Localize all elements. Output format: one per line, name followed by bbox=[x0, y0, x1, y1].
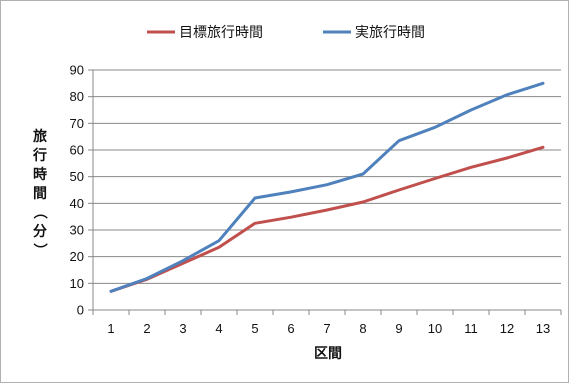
y-axis-title-char: 旅 bbox=[33, 128, 47, 145]
y-tick-label: 90 bbox=[70, 63, 84, 78]
axes bbox=[92, 70, 561, 311]
y-tick-label: 40 bbox=[70, 196, 84, 211]
series-lines bbox=[109, 81, 545, 293]
x-tick-label: 4 bbox=[215, 321, 222, 336]
y-tick-label: 10 bbox=[70, 276, 84, 291]
y-axis-ticks: 0 10 20 30 40 50 60 70 80 90 bbox=[70, 63, 93, 318]
y-tick-label: 50 bbox=[70, 169, 84, 184]
y-axis-title-char: ） bbox=[31, 243, 47, 257]
x-tick-label: 10 bbox=[428, 321, 442, 336]
y-tick-label: 20 bbox=[70, 249, 84, 264]
y-tick-label: 0 bbox=[77, 303, 84, 318]
x-tick-label: 9 bbox=[395, 321, 402, 336]
y-axis-title-char: （ bbox=[31, 205, 47, 219]
x-tick-label: 3 bbox=[179, 321, 186, 336]
x-tick-label: 13 bbox=[536, 321, 550, 336]
gridlines bbox=[93, 69, 561, 284]
x-tick-label: 5 bbox=[251, 321, 258, 336]
y-tick-label: 30 bbox=[70, 223, 84, 238]
y-tick-label: 60 bbox=[70, 143, 84, 158]
x-tick-label: 11 bbox=[464, 321, 478, 336]
y-tick-label: 70 bbox=[70, 116, 84, 131]
legend-label-1: 実旅行時間 bbox=[355, 25, 425, 41]
x-tick-label: 12 bbox=[500, 321, 514, 336]
x-axis-title: 区間 bbox=[314, 346, 342, 362]
y-axis-title-char: 行 bbox=[32, 147, 47, 164]
y-axis-title-char: 間 bbox=[33, 186, 47, 202]
x-tick-label: 7 bbox=[323, 321, 330, 336]
series-line-0 bbox=[109, 145, 545, 293]
x-tick-label: 6 bbox=[287, 321, 294, 336]
legend: 目標旅行時間 実旅行時間 bbox=[147, 25, 425, 41]
x-axis-ticks: 1 2 3 4 5 6 7 8 9 10 11 12 13 bbox=[92, 310, 562, 336]
legend-label-0: 目標旅行時間 bbox=[179, 25, 263, 41]
x-tick-label: 1 bbox=[107, 321, 114, 336]
x-tick-label: 8 bbox=[359, 321, 366, 336]
y-axis-title-char: 分 bbox=[33, 224, 47, 240]
y-tick-label: 80 bbox=[70, 89, 84, 104]
series-line-1 bbox=[109, 81, 545, 293]
y-axis-title-char: 時 bbox=[33, 166, 47, 183]
y-axis-title: 旅行時間 （ 分 ） bbox=[31, 128, 47, 257]
x-tick-label: 2 bbox=[143, 321, 150, 336]
